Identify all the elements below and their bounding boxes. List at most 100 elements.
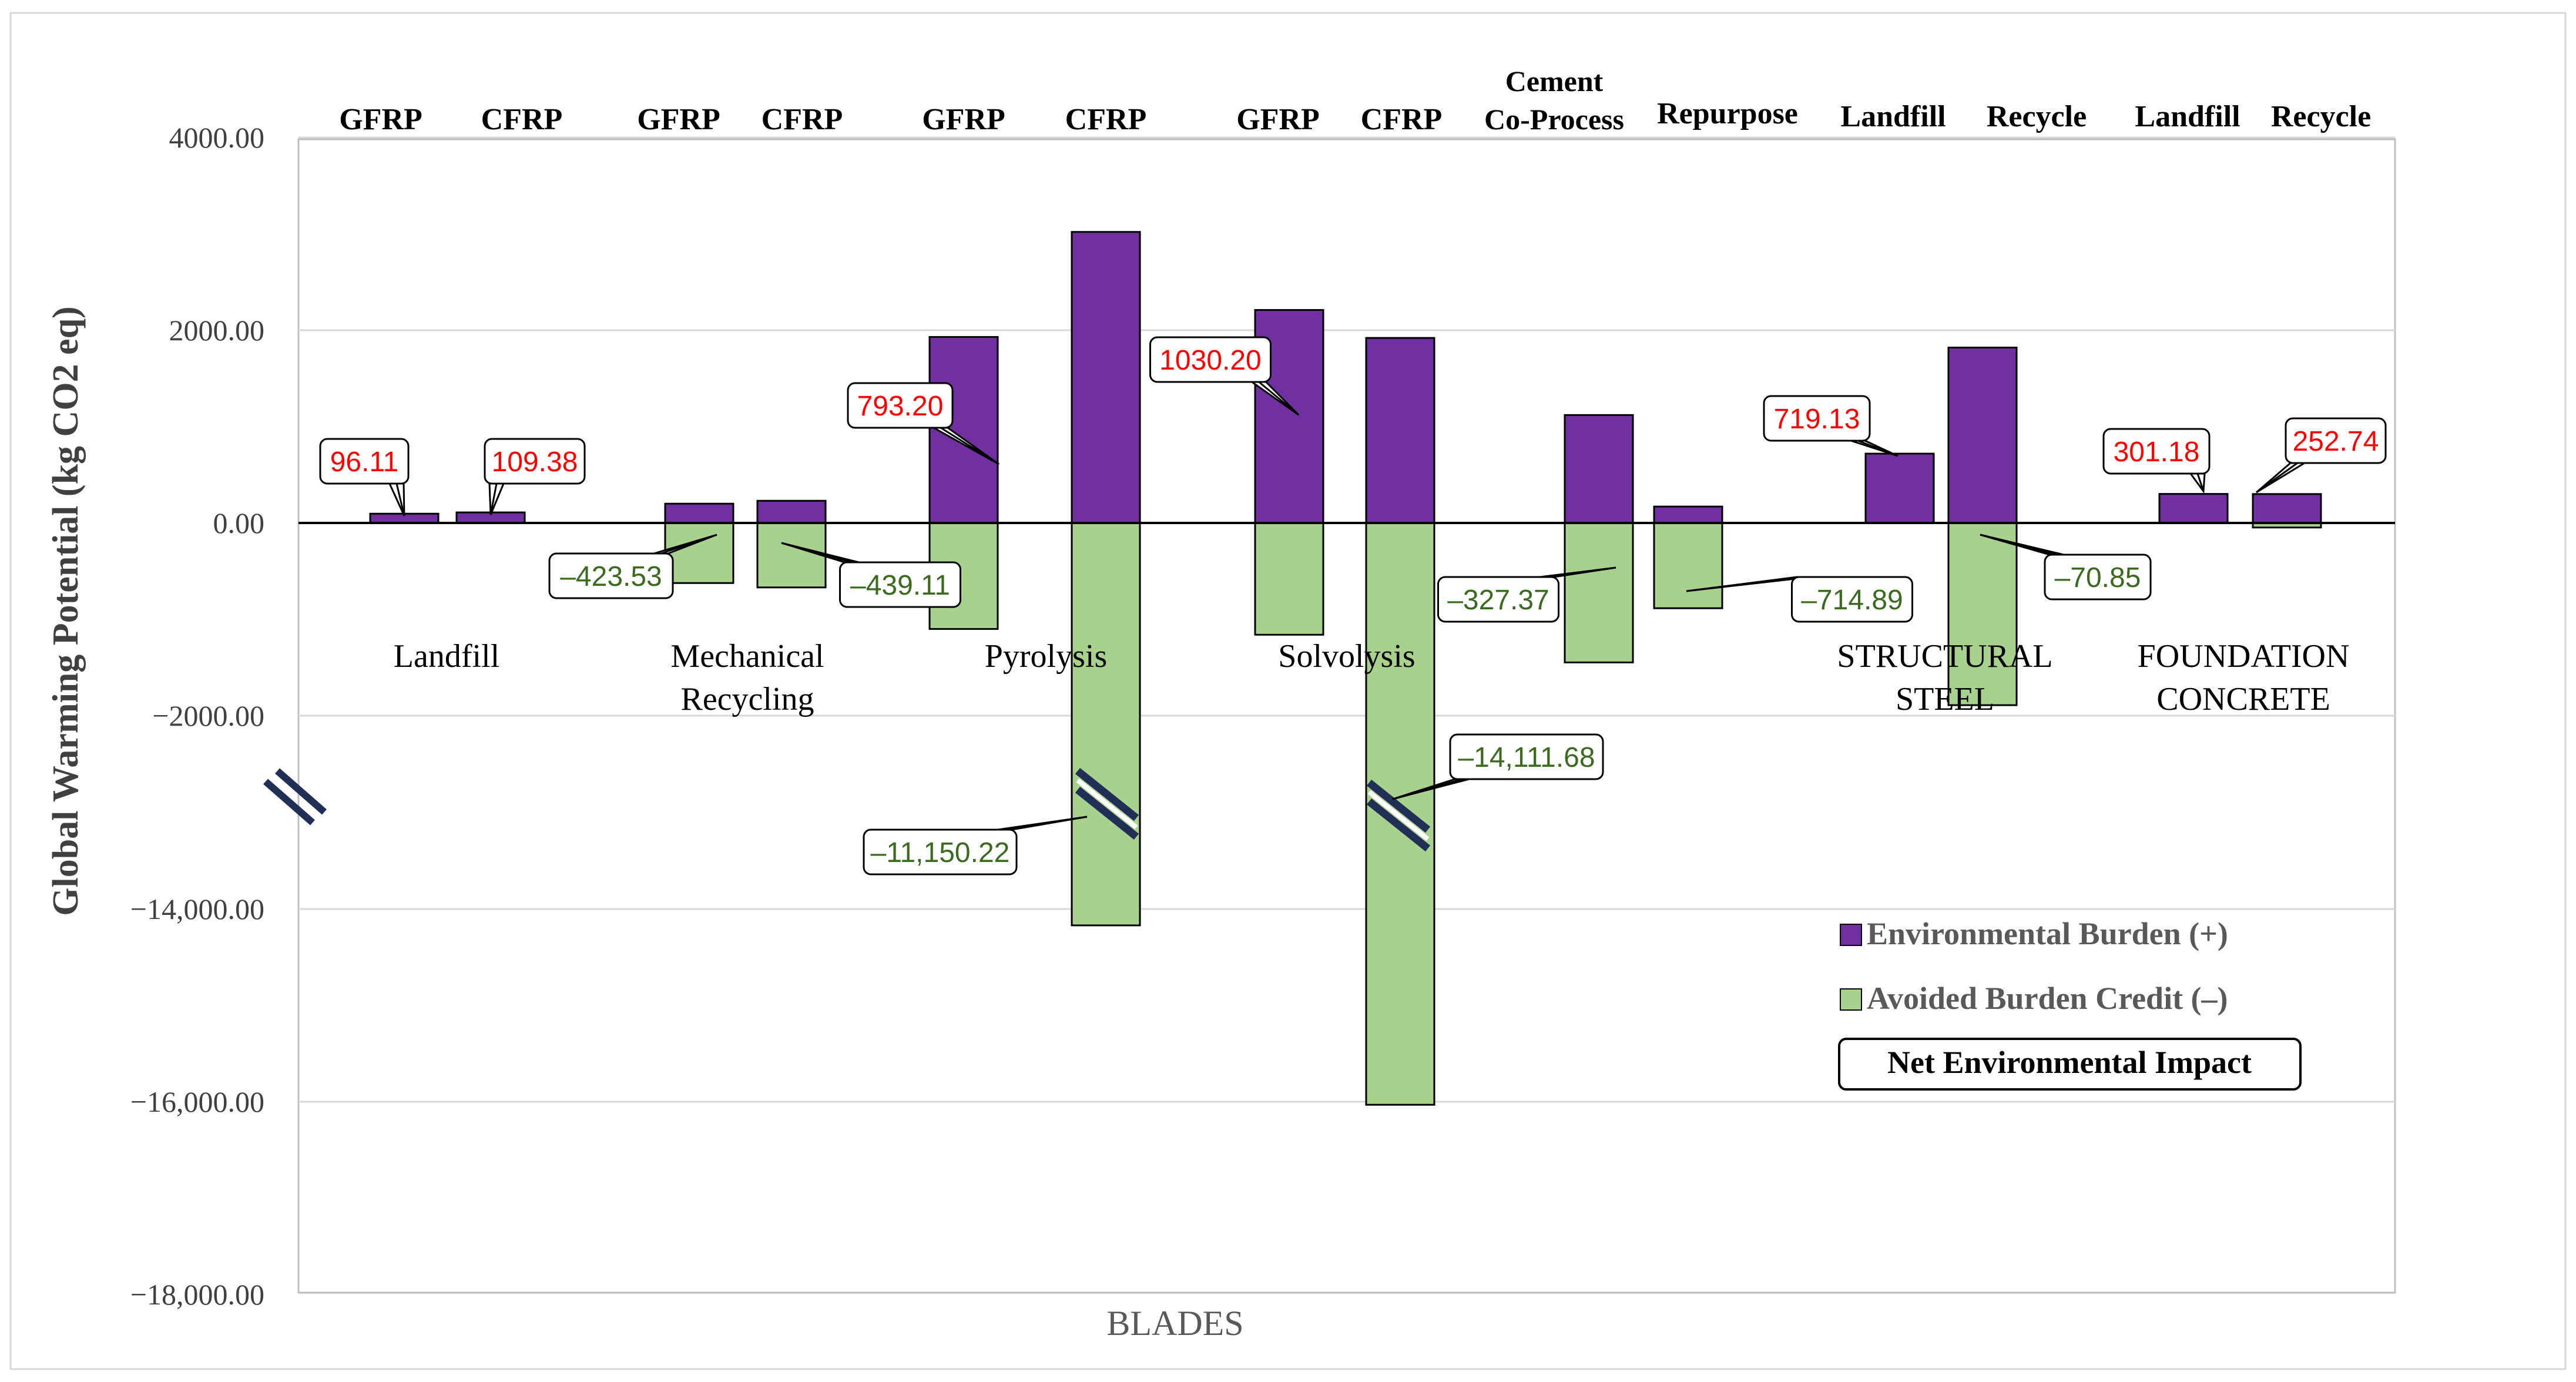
legend-label-net: Net Environmental Impact [1887, 1045, 2252, 1080]
burden-bar [1071, 231, 1141, 524]
top-category-label: CFRP [1361, 103, 1443, 136]
legend-label-burden: Environmental Burden (+) [1867, 916, 2228, 951]
legend-swatch-burden [1840, 924, 1862, 946]
top-category-label: GFRP [339, 103, 422, 136]
top-category-label: CFRP [762, 103, 843, 136]
credit-bar [1365, 522, 1435, 1106]
net-label-box [484, 438, 586, 485]
net-label-box [1437, 576, 1559, 623]
y-tick-label: −14,000.00 [130, 893, 264, 925]
net-impact-label: –714.89 [1801, 585, 1903, 616]
top-category-label: Landfill [1840, 100, 1946, 133]
group-label: CONCRETE [2156, 681, 2330, 717]
legend-swatch-credit [1840, 988, 1862, 1011]
group-label: FOUNDATION [2138, 638, 2350, 675]
callout-leader-line [489, 483, 498, 515]
y-tick-label: 4000.00 [169, 121, 265, 154]
callout-leader-line [2196, 473, 2205, 492]
net-label-box [2102, 428, 2211, 475]
net-impact-label: 793.20 [857, 391, 944, 422]
net-impact-label: 96.11 [330, 447, 399, 478]
group-label: Recycling [680, 681, 814, 717]
group-label: STRUCTURAL [1837, 638, 2052, 675]
net-impact-label: –327.37 [1447, 585, 1549, 616]
burden-bar [1864, 452, 1935, 524]
net-label-box [1149, 336, 1272, 383]
burden-bar [1947, 347, 2018, 524]
net-label-box [1791, 576, 1913, 623]
credit-bar [1564, 522, 1634, 663]
callout-leader-line [940, 427, 999, 465]
top-category-label: CFRP [1065, 103, 1147, 136]
group-label: Solvolysis [1278, 638, 1415, 675]
burden-bar [664, 502, 734, 524]
net-label-box [863, 828, 1018, 876]
net-label-box [839, 561, 961, 608]
y-tick-label: 2000.00 [169, 314, 265, 347]
credit-bar [756, 522, 827, 589]
bar-break-mark [1366, 779, 1431, 833]
net-impact-label: –14,111.68 [1458, 742, 1595, 773]
x-axis-title: BLADES [1106, 1304, 1243, 1343]
callout-leader-line [1686, 576, 1804, 592]
group-label: STEEL [1896, 681, 1994, 717]
top-category-label: Cement [1505, 65, 1604, 98]
top-category-label: Recycle [2271, 100, 2371, 133]
burden-bar [1653, 505, 1723, 524]
burden-bar [2158, 493, 2229, 524]
net-impact-label: –439.11 [850, 570, 950, 601]
group-label: Landfill [394, 638, 499, 675]
axis-break-mark [275, 768, 327, 815]
top-category-label: Co-Process [1484, 103, 1624, 136]
group-label: Pyrolysis [985, 638, 1108, 675]
net-label-box [1449, 733, 1604, 780]
net-label-box [2044, 554, 2152, 601]
y-tick-label: −18,000.00 [130, 1278, 264, 1311]
axis-break-mark [263, 779, 315, 826]
callout-leader-line [660, 534, 717, 555]
callout-leader-line [781, 542, 852, 563]
credit-bar [1071, 522, 1141, 927]
burden-bar [2252, 493, 2322, 524]
top-category-label: Recycle [1987, 100, 2087, 133]
net-label-box [548, 552, 674, 599]
callout-leader-line [1857, 440, 1899, 457]
credit-bar [1254, 522, 1324, 636]
net-impact-label: 252.74 [2293, 426, 2379, 457]
callout-leader-line [1547, 566, 1616, 578]
legend-label-credit: Avoided Burden Credit (–) [1867, 981, 2228, 1016]
top-category-label: Repurpose [1657, 97, 1798, 130]
credit-bar [664, 522, 734, 584]
net-impact-label: 109.38 [492, 447, 578, 478]
net-label-box [847, 382, 954, 429]
burden-bar [756, 499, 827, 524]
burden-bar [1365, 337, 1435, 524]
net-impact-label: 1030.20 [1159, 345, 1262, 376]
y-tick-label: −2000.00 [152, 699, 264, 732]
callout-leader-line [1980, 534, 2057, 556]
y-tick-label: 0.00 [213, 506, 265, 539]
bar-break-mark-gap [1076, 778, 1138, 830]
callout-leader-line [2256, 462, 2298, 494]
bar-break-mark [1075, 786, 1139, 840]
callout-leader-line [1392, 778, 1463, 800]
group-label: Mechanical [670, 638, 824, 675]
net-label-box [2285, 417, 2387, 464]
bar-break-mark-gap [1367, 790, 1430, 841]
top-category-label: GFRP [1236, 103, 1320, 136]
net-impact-label: –70.85 [2055, 562, 2141, 593]
callout-leader-line [1258, 381, 1299, 416]
net-label-box [319, 438, 410, 485]
burden-bar [1564, 414, 1634, 524]
net-impact-label: –423.53 [560, 561, 662, 592]
bar-break-mark [1075, 767, 1139, 821]
credit-bar [1947, 522, 2018, 706]
legend-net-box [1838, 1038, 2302, 1091]
top-category-label: CFRP [481, 103, 563, 136]
top-category-label: GFRP [922, 103, 1005, 136]
bar-break-mark [1366, 798, 1431, 852]
callout-leader-line [395, 483, 405, 516]
top-category-label: Landfill [2135, 100, 2240, 133]
